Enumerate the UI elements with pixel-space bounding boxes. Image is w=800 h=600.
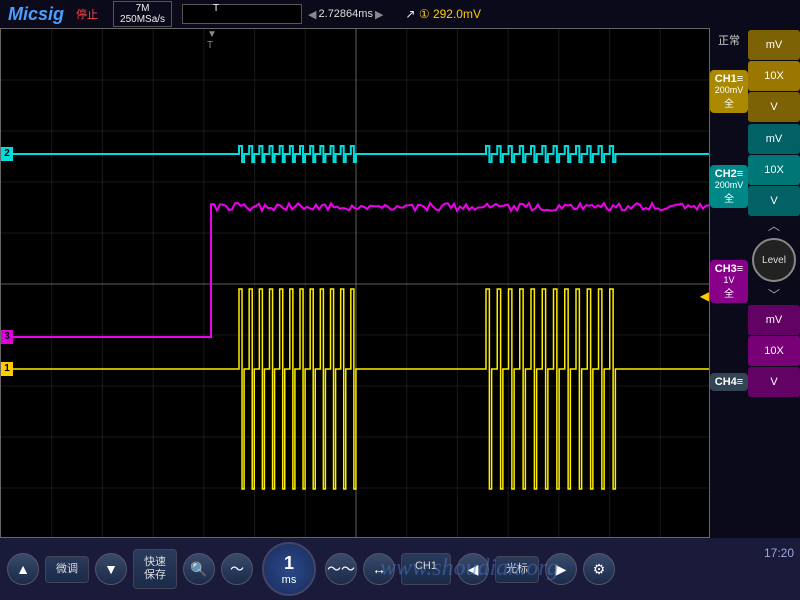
timebase-increase-button[interactable]: 〜〜 xyxy=(325,553,357,585)
time-position-control: ◀ 2.72864ms ▶ xyxy=(306,8,385,21)
top-bar: Micsig 停止 7M 250MSa/s T ◀ 2.72864ms ▶ ↗ … xyxy=(0,0,800,28)
scale-probe-btn-1[interactable]: 10X xyxy=(748,155,800,185)
time-pos-left-icon[interactable]: ◀ xyxy=(306,8,318,21)
channel-marker-ch1[interactable]: 1 xyxy=(1,362,13,376)
scale-v-btn-2[interactable]: V xyxy=(748,367,800,397)
timeline-overview[interactable]: T xyxy=(182,4,302,24)
scale-buttons-column: mV 10X V mV 10X V︿ Level ﹀ mV 10X V xyxy=(748,28,800,538)
scale-v-btn-0[interactable]: V xyxy=(748,92,800,122)
level-up-icon[interactable]: ︿ xyxy=(748,217,800,234)
waveform-svg xyxy=(1,29,709,537)
timebase-control[interactable]: 1 ms xyxy=(262,542,316,596)
timebase-value: 1 xyxy=(284,553,294,574)
right-panel: 正常 CH1≡200mV全 CH2≡200mV全 CH3≡1V全 CH4≡ mV 10… xyxy=(710,28,800,538)
scale-probe-btn-0[interactable]: 10X xyxy=(748,61,800,91)
trigger-channel: ① xyxy=(419,7,430,21)
watermark: www.shoudian.org xyxy=(380,555,559,582)
sample-rate: 250MSa/s xyxy=(120,14,165,25)
trigger-info[interactable]: ↗ ① 292.0mV xyxy=(405,7,481,21)
up-button[interactable]: ▲ xyxy=(7,553,39,585)
run-stop-status[interactable]: 停止 xyxy=(76,6,98,22)
memory-info[interactable]: 7M 250MSa/s xyxy=(113,1,172,27)
scale-v-btn-1[interactable]: V xyxy=(748,186,800,216)
zoom-button[interactable]: 🔍 xyxy=(183,553,215,585)
channel-label-ch1[interactable]: CH1≡200mV全 xyxy=(710,70,748,113)
timebase-unit: ms xyxy=(282,574,297,586)
scale-mv-btn-2[interactable]: mV xyxy=(748,305,800,335)
trigger-level: 292.0mV xyxy=(433,7,481,21)
acquisition-mode[interactable]: 正常 xyxy=(710,28,748,52)
settings-button[interactable]: ⚙ xyxy=(583,553,615,585)
time-position-value: 2.72864ms xyxy=(319,8,373,20)
channel-label-ch4[interactable]: CH4≡ xyxy=(710,373,748,391)
channel-marker-ch2[interactable]: 2 xyxy=(1,147,13,161)
waveform-display[interactable]: ▼T ◀ 1 2 3 xyxy=(0,28,710,538)
channel-label-ch3[interactable]: CH3≡1V全 xyxy=(710,260,748,303)
timebase-decrease-button[interactable]: 〜 xyxy=(221,553,253,585)
clock: 17:20 xyxy=(764,546,794,560)
channel-marker-ch3[interactable]: 3 xyxy=(1,330,13,344)
channel-label-ch2[interactable]: CH2≡200mV全 xyxy=(710,165,748,208)
down-button[interactable]: ▼ xyxy=(95,553,127,585)
quick-save-button[interactable]: 快速 保存 xyxy=(133,549,177,589)
main-area: ▼T ◀ 1 2 3 正常 CH1≡200mV全 CH2≡200mV全 CH3≡1V全 C… xyxy=(0,28,800,538)
level-down-icon[interactable]: ﹀ xyxy=(748,286,800,303)
scale-mv-btn-0[interactable]: mV xyxy=(748,30,800,60)
memory-depth: 7M xyxy=(120,3,165,14)
trigger-t-marker: T xyxy=(213,3,219,14)
level-knob[interactable]: Level xyxy=(752,238,796,282)
fine-adjust-button[interactable]: 微调 xyxy=(45,556,89,583)
time-pos-right-icon[interactable]: ▶ xyxy=(373,8,385,21)
brand-logo: Micsig xyxy=(0,4,72,25)
trigger-level-marker[interactable]: ◀ xyxy=(700,289,709,303)
scale-mv-btn-1[interactable]: mV xyxy=(748,124,800,154)
scale-probe-btn-2[interactable]: 10X xyxy=(748,336,800,366)
channel-labels-column: 正常 CH1≡200mV全 CH2≡200mV全 CH3≡1V全 CH4≡ xyxy=(710,28,748,538)
trigger-position-marker[interactable]: ▼T xyxy=(207,29,217,51)
trigger-edge-icon: ↗ xyxy=(405,7,415,21)
